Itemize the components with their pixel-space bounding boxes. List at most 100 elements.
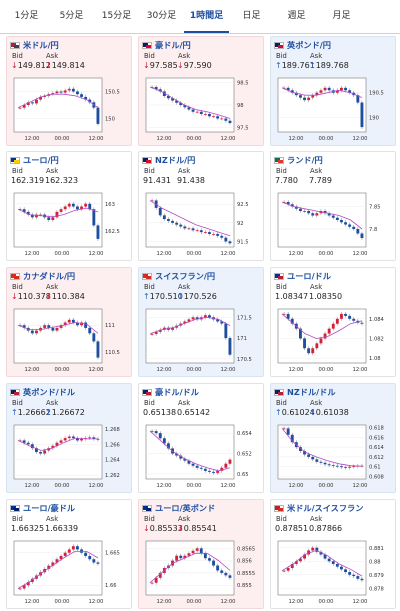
rate-card[interactable]: 英ポンド/ドル Bid Ask ↑1.26662 ↑1.26672 1.268 1.266 1…: [6, 383, 132, 493]
candle-body: [199, 230, 203, 233]
candle-body: [286, 568, 290, 571]
rate-card[interactable]: カナダドル/円 Bid Ask ↓110.378 ↓110.384 111 110.5 12:…: [6, 267, 132, 377]
rate-card[interactable]: ユーロ/円 Bid Ask 162.319 162.323 163 162.5 12:00 00…: [6, 151, 132, 261]
x-tick-label: 12:00: [289, 599, 304, 605]
arrow-down-icon: ↓: [45, 61, 52, 70]
pair-title[interactable]: NZドル/ドル: [274, 386, 336, 398]
pair-title[interactable]: 英ポンド/円: [274, 39, 331, 51]
rate-card[interactable]: ユーロ/豪ドル Bid Ask 1.66325 1.66339 1.665 1.66 12:0…: [6, 499, 132, 609]
candle-body: [96, 107, 100, 124]
candle-body: [348, 315, 352, 319]
candle-body: [327, 213, 331, 216]
candle-body: [212, 471, 215, 473]
tab-7[interactable]: 月足: [332, 11, 351, 21]
price-chart[interactable]: 150.5 150 12:00 00:00 12:00: [12, 74, 128, 144]
rate-card[interactable]: NZドル/円 Bid Ask 91.431 91.438 92.5 92 91.5 12:00 0…: [138, 151, 264, 261]
candle-body: [39, 96, 42, 100]
candle-body: [88, 99, 92, 103]
pair-title-text: 米ドル/円: [23, 40, 59, 50]
candle-body: [344, 87, 347, 91]
rate-card[interactable]: 豪ドル/円 Bid Ask ↓97.585 ↓97.590 98.5 98 97.5 12:00…: [138, 36, 264, 146]
candle-body: [59, 440, 63, 443]
candle-body: [303, 338, 306, 349]
moving-average-line: [17, 437, 98, 451]
pair-title[interactable]: 米ドル/円: [10, 39, 59, 51]
candle-body: [179, 102, 183, 105]
rate-card[interactable]: スイスフラン/円 Bid Ask ↑170.510 ↑170.526 171.5 171 17…: [138, 267, 264, 377]
price-chart[interactable]: 111 110.5 12:00 00:00 12:00: [12, 305, 128, 375]
pair-title[interactable]: 米ドル/スイスフラン: [274, 502, 363, 514]
candle-body: [162, 215, 166, 220]
tab-1[interactable]: 5分足: [59, 11, 84, 21]
ask-value: ↑0.61038: [309, 408, 349, 417]
candle-body: [88, 437, 92, 439]
price-chart[interactable]: 7.85 7.8 12:00 00:00 12:00: [276, 189, 392, 259]
candle-body: [55, 559, 59, 563]
pair-title[interactable]: ユーロ/円: [10, 154, 59, 166]
tab-6[interactable]: 週足: [287, 11, 306, 21]
candle-body: [167, 96, 170, 99]
pair-title[interactable]: 豪ドル/円: [142, 39, 191, 51]
price-chart[interactable]: 1.665 1.66 12:00 00:00 12:00: [12, 537, 128, 607]
y-tick-label: 150: [105, 117, 115, 123]
price-chart[interactable]: 190.5 190 12:00 00:00 12:00: [276, 74, 392, 144]
y-tick-label: 0.608: [369, 475, 384, 481]
rate-card[interactable]: 英ポンド/円 Bid Ask ↑189.761 ↑189.768 190.5 190 12:0…: [270, 36, 396, 146]
pair-title[interactable]: 英ポンド/ドル: [10, 386, 75, 398]
tab-3[interactable]: 30分足: [146, 11, 177, 21]
candle-body: [55, 91, 59, 94]
rate-card[interactable]: ユーロ/ドル Bid Ask 1.08347 1.08350 1.084 1.082 1.08…: [270, 267, 396, 377]
tab-0[interactable]: 1分足: [14, 11, 39, 21]
candle-body: [88, 203, 92, 210]
currency-flag-icon: [142, 272, 152, 280]
tab-2[interactable]: 15分足: [101, 11, 132, 21]
rate-card[interactable]: 米ドル/円 Bid Ask ↓149.812 ↓149.814 150.5 150 12:00…: [6, 36, 132, 146]
pair-title[interactable]: NZドル/円: [142, 154, 195, 166]
rate-card[interactable]: ユーロ/英ポンド Bid Ask ↓0.85533 ↓0.85541 0.8565 0.85…: [138, 499, 264, 609]
candle-body: [55, 327, 59, 331]
y-tick-label: 171: [237, 336, 247, 342]
candle-body: [183, 458, 187, 461]
rate-card[interactable]: ランド/円 Bid Ask 7.780 7.789 7.85 7.8 12:00 00:00 12…: [270, 151, 396, 261]
price-chart[interactable]: 0.881 0.88 0.879 0.878 12:00 00:00 12:00: [276, 537, 392, 607]
price-chart[interactable]: 163 162.5 12:00 00:00 12:00: [12, 189, 128, 259]
rate-card[interactable]: NZドル/ドル Bid Ask ↑0.61024 ↑0.61038 0.618 0.616 0…: [270, 383, 396, 493]
ask-label: Ask: [46, 399, 59, 407]
candle-body: [294, 561, 298, 564]
plot-area: [13, 424, 103, 480]
candle-body: [216, 319, 220, 322]
ask-number: 7.789: [309, 176, 332, 185]
pair-title[interactable]: スイスフラン/円: [142, 270, 215, 282]
x-tick-label: 00:00: [319, 367, 334, 373]
candle-body: [76, 546, 79, 550]
candle-body: [162, 327, 166, 330]
ask-number: 110.384: [51, 292, 85, 301]
candle-body: [171, 220, 174, 223]
pair-title[interactable]: ユーロ/ドル: [274, 270, 331, 282]
bid-label: Bid: [12, 52, 23, 60]
pair-title[interactable]: 豪ドル/ドル: [142, 386, 199, 398]
pair-title[interactable]: ランド/円: [274, 154, 323, 166]
tab-4[interactable]: 1時間足: [184, 0, 229, 33]
pair-title[interactable]: ユーロ/豪ドル: [10, 502, 75, 514]
x-tick-label: 00:00: [187, 483, 202, 489]
candle-body: [30, 578, 34, 582]
price-chart[interactable]: 0.8565 0.856 0.8555 0.855 12:00 00:00 12:00: [144, 537, 260, 607]
tab-5[interactable]: 日足: [242, 11, 261, 21]
plot-area: [145, 308, 235, 364]
candle-body: [344, 467, 347, 469]
rate-card[interactable]: 豪ドル/ドル Bid Ask 0.65138 0.65142 0.654 0.652 0.65…: [138, 383, 264, 493]
bid-value: 7.780: [275, 176, 298, 185]
pair-title[interactable]: カナダドル/円: [10, 270, 75, 282]
candle-body: [216, 565, 220, 571]
rate-card[interactable]: 米ドル/スイスフラン Bid Ask 0.87851 0.87866 0.881 0.88 0…: [270, 499, 396, 609]
pair-title[interactable]: ユーロ/英ポンド: [142, 502, 215, 514]
candle-body: [323, 462, 327, 465]
